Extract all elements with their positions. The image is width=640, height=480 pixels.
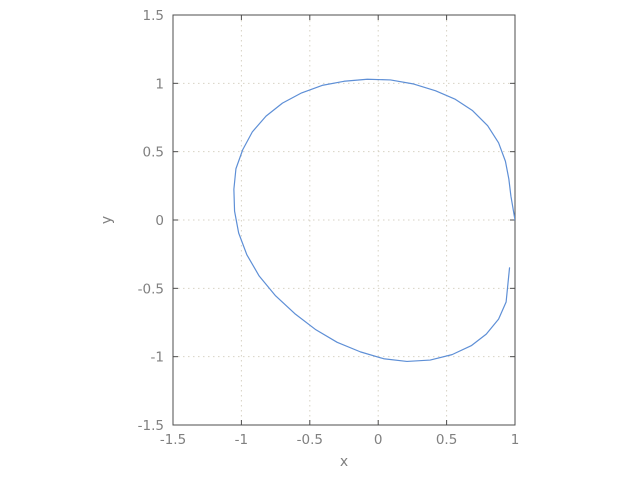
x-tick-label: 0.5 [436,432,457,448]
x-tick-label: 0 [374,432,383,448]
y-tick-label: 1.5 [143,8,164,24]
y-tick-label: -0.5 [138,281,164,297]
y-tick-label: 0 [155,213,164,229]
axis-titles: x y [99,216,348,470]
x-tick-label: -1.5 [160,432,186,448]
grid-lines [173,15,515,425]
y-tick-label: -1.5 [138,418,164,434]
x-tick-label: 1 [511,432,520,448]
series-line [233,78,515,363]
y-tick-label: -1 [151,350,164,366]
y-tick-label: 0.5 [143,145,164,161]
y-axis-label: y [99,216,115,224]
y-tick-label: 1 [155,76,164,92]
x-tick-label: -1 [235,432,248,448]
tick-labels: -1.5 -1 -0.5 0 0.5 1 -1.5 -1 -0.5 0 0.5 1 1.5 [138,8,520,448]
x-tick-label: -0.5 [297,432,323,448]
data-series [233,78,515,363]
x-axis-label: x [340,454,348,470]
axis-ticks [172,14,516,426]
